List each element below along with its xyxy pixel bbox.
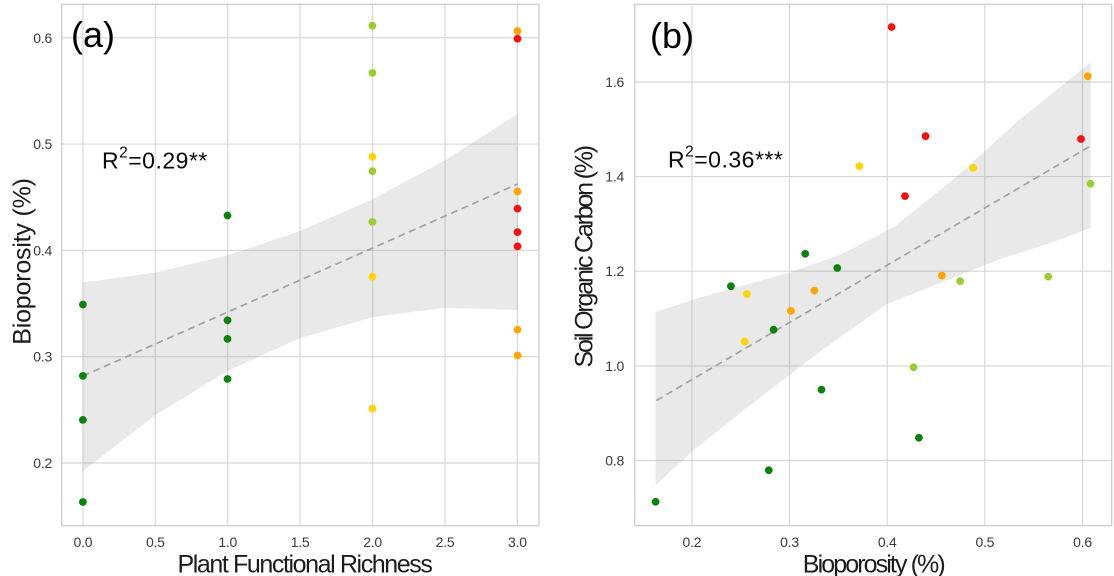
svg-text:0.3: 0.3 (780, 534, 799, 550)
svg-text:0.6: 0.6 (1073, 534, 1092, 550)
svg-text:1.6: 1.6 (605, 74, 624, 90)
svg-text:Bioporosity (%): Bioporosity (%) (803, 551, 945, 576)
svg-text:Plant Functional Richness: Plant Functional Richness (177, 551, 432, 576)
svg-text:R2=0.36***: R2=0.36*** (668, 144, 783, 173)
svg-text:1.0: 1.0 (218, 534, 237, 550)
svg-text:2.5: 2.5 (436, 534, 455, 550)
svg-text:0.4: 0.4 (878, 534, 897, 550)
svg-text:Bioporosity (%): Bioporosity (%) (9, 178, 37, 345)
svg-text:0.5: 0.5 (975, 534, 994, 550)
svg-text:0.2: 0.2 (683, 534, 702, 550)
svg-text:1.5: 1.5 (291, 534, 310, 550)
svg-text:1.4: 1.4 (605, 169, 624, 185)
svg-text:0.5: 0.5 (33, 136, 52, 152)
svg-text:R2=0.29**: R2=0.29** (102, 145, 208, 174)
svg-text:(a): (a) (71, 14, 115, 55)
svg-text:0.6: 0.6 (33, 30, 52, 46)
svg-text:3.0: 3.0 (508, 534, 527, 550)
svg-text:0.0: 0.0 (74, 534, 93, 550)
svg-text:0.4: 0.4 (33, 242, 52, 258)
svg-text:(b): (b) (650, 15, 694, 56)
svg-text:2.0: 2.0 (363, 534, 382, 550)
svg-text:0.2: 0.2 (33, 455, 52, 471)
svg-text:0.8: 0.8 (605, 453, 624, 469)
svg-text:0.3: 0.3 (33, 349, 52, 365)
svg-text:1.0: 1.0 (605, 358, 624, 374)
svg-text:0.5: 0.5 (146, 534, 165, 550)
svg-text:Soil Organic Carbon (%): Soil Organic Carbon (%) (571, 146, 599, 367)
svg-text:1.2: 1.2 (605, 263, 624, 279)
